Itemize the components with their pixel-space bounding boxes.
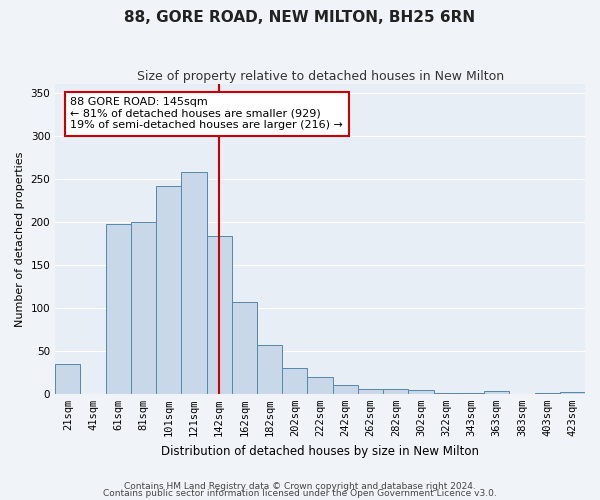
Text: Contains HM Land Registry data © Crown copyright and database right 2024.: Contains HM Land Registry data © Crown c… (124, 482, 476, 491)
Bar (459, 393, 484, 394)
Bar (156, 186, 181, 394)
X-axis label: Distribution of detached houses by size in New Milton: Distribution of detached houses by size … (161, 444, 479, 458)
Text: 88, GORE ROAD, NEW MILTON, BH25 6RN: 88, GORE ROAD, NEW MILTON, BH25 6RN (124, 10, 476, 25)
Bar (332, 385, 358, 394)
Bar (232, 302, 257, 394)
Bar (560, 392, 585, 394)
Text: 88 GORE ROAD: 145sqm
← 81% of detached houses are smaller (929)
19% of semi-deta: 88 GORE ROAD: 145sqm ← 81% of detached h… (70, 97, 343, 130)
Text: Contains public sector information licensed under the Open Government Licence v3: Contains public sector information licen… (103, 490, 497, 498)
Bar (257, 345, 282, 394)
Bar (206, 236, 232, 394)
Y-axis label: Number of detached properties: Number of detached properties (15, 152, 25, 326)
Bar (131, 222, 156, 394)
Bar (535, 393, 560, 394)
Bar (307, 378, 332, 394)
Bar (434, 393, 459, 394)
Bar (106, 224, 131, 394)
Bar (282, 368, 307, 394)
Bar (358, 388, 383, 394)
Title: Size of property relative to detached houses in New Milton: Size of property relative to detached ho… (137, 70, 503, 83)
Bar (55, 364, 80, 394)
Bar (409, 390, 434, 394)
Bar (383, 388, 409, 394)
Bar (484, 391, 509, 394)
Bar (181, 172, 206, 394)
